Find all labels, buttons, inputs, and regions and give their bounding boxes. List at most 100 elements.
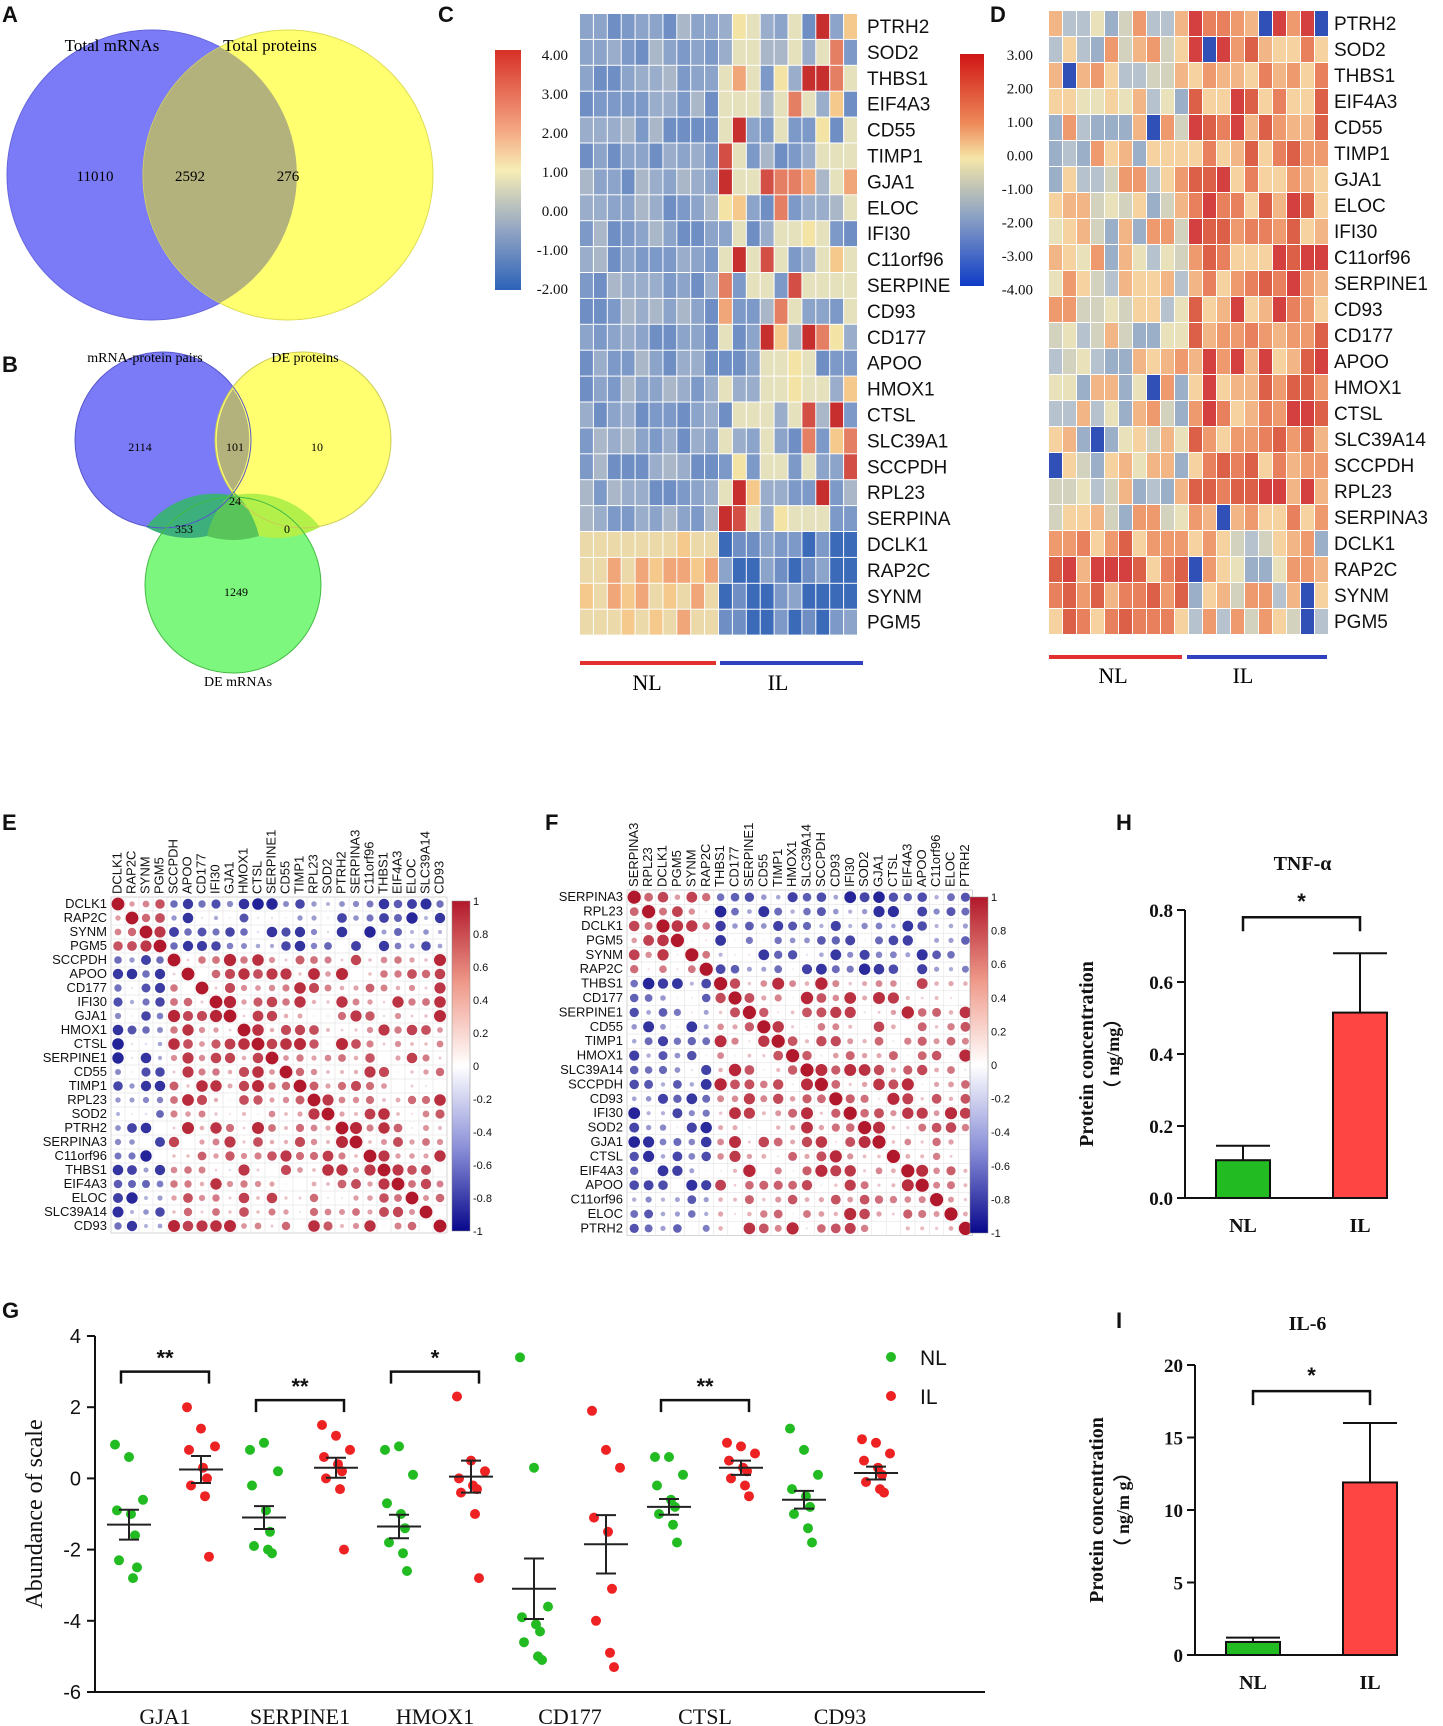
heatmap-c-cell: [746, 324, 760, 350]
e-corr-dot: [253, 1095, 263, 1105]
e-corr-dot: [115, 915, 121, 921]
heatmap-d-cell: [1287, 453, 1300, 478]
heatmap-d-gene-label: PGM5: [1334, 612, 1388, 633]
heatmap-d-cell: [1203, 479, 1216, 504]
heatmap-d-cell: [1231, 583, 1244, 608]
heatmap-c-cell: [580, 532, 593, 557]
heatmap-c-cell: [705, 117, 718, 143]
e-corr-dot: [266, 968, 278, 980]
heatmap-c-cell: [788, 583, 802, 609]
heatmap-c-cell: [830, 376, 844, 402]
heatmap-d-cell: [1049, 375, 1062, 400]
f-col-label: ELOC: [943, 852, 958, 887]
f-corr-dot: [688, 1153, 696, 1160]
f-corr-dot: [674, 1211, 681, 1217]
heatmap-c-cell: [607, 247, 621, 272]
f-corr-dot: [934, 923, 939, 929]
f-corr-dot: [646, 1053, 651, 1058]
f-corr-dot: [787, 950, 798, 960]
e-corr-dot: [130, 1056, 134, 1060]
e-corr-dot: [354, 930, 358, 934]
heatmap-d-cell: [1161, 193, 1174, 218]
heatmap-d-cell: [1147, 63, 1160, 88]
venn-b-demrna-outline: [144, 496, 322, 674]
heatmap-d-cell: [1301, 297, 1314, 322]
heatmap-d-cell: [1189, 583, 1202, 608]
heatmap-d-cell: [1175, 401, 1188, 426]
g-data-point-nl: [400, 1523, 410, 1534]
f-corr-dot: [844, 992, 857, 1004]
heatmap-c-cell: [663, 376, 677, 402]
heatmap-c-cell: [649, 91, 663, 117]
heatmap-c-cell: [593, 454, 607, 480]
e-corr-dot: [186, 1154, 190, 1158]
e-corr-dot: [281, 1081, 291, 1091]
heatmap-c-cell: [677, 324, 691, 350]
heatmap-c-cell: [746, 557, 760, 583]
e-corr-dot: [420, 1178, 432, 1190]
e-corr-dot: [198, 1166, 206, 1174]
f-corr-dot: [701, 993, 711, 1003]
heatmap-d-cell: [1231, 63, 1244, 88]
f-corr-dot: [875, 980, 883, 987]
heatmap-d-cell: [1063, 115, 1076, 140]
e-corr-dot: [240, 928, 248, 936]
heatmap-d-cell: [1147, 349, 1160, 374]
heatmap-d-cell: [1105, 609, 1118, 634]
heatmap-d-cell: [1077, 557, 1090, 582]
f-corr-dot: [743, 1222, 756, 1235]
heatmap-c-cell: [774, 247, 788, 272]
f-corr-dot: [845, 1137, 856, 1147]
heatmap-c-cell: [593, 583, 607, 609]
heatmap-c-cell: [844, 532, 857, 557]
heatmap-c-cell: [844, 480, 857, 506]
g-data-point-il: [345, 1444, 355, 1455]
e-corr-dot: [368, 944, 372, 948]
f-row-label: APOO: [585, 1177, 623, 1192]
e-corr-dot: [242, 1140, 246, 1144]
heatmap-d-cell: [1063, 89, 1076, 114]
heatmap-d-cell: [1301, 583, 1314, 608]
heatmap-d-cell: [1175, 219, 1188, 244]
heatmap-d-legend-tick: 2.00: [1007, 82, 1033, 98]
f-corr-dot: [844, 1165, 856, 1177]
e-corr-dot: [438, 1084, 442, 1088]
f-corr-dot: [847, 951, 854, 958]
e-corr-dot: [156, 1180, 164, 1188]
f-corr-dot: [862, 981, 868, 987]
e-corr-dot: [238, 1192, 250, 1204]
heatmap-d-cell: [1119, 401, 1132, 426]
f-corr-dot: [801, 1121, 813, 1134]
heatmap-d-cell: [1105, 37, 1118, 62]
g-data-point-nl: [517, 1612, 527, 1623]
g-data-point-nl: [138, 1494, 148, 1505]
heatmap-d-cell: [1147, 219, 1160, 244]
heatmap-d-cell: [1287, 479, 1300, 504]
heatmap-c-cell: [691, 480, 705, 506]
e-legend-tick: -0.2: [473, 1094, 492, 1106]
heatmap-c-cell: [607, 609, 621, 635]
f-corr-dot: [761, 1111, 766, 1116]
heatmap-c-cell: [593, 324, 607, 350]
heatmap-d-cell: [1287, 193, 1300, 218]
heatmap-d-cell: [1091, 453, 1104, 478]
e-col-label: ELOC: [404, 859, 419, 894]
heatmap-c-gene-label: ELOC: [867, 198, 919, 219]
f-corr-dot: [760, 1080, 768, 1089]
e-row-label: TIMP1: [69, 1078, 107, 1093]
e-corr-dot: [396, 1070, 400, 1074]
e-row-label: RAP2C: [64, 910, 107, 925]
e-corr-dot: [280, 1024, 292, 1036]
e-corr-dot: [256, 1112, 260, 1116]
heatmap-c-cell: [677, 350, 691, 376]
e-col-label: CD55: [278, 861, 293, 894]
f-corr-dot: [831, 965, 840, 974]
heatmap-c-cell: [719, 39, 732, 65]
f-corr-dot: [934, 1067, 939, 1073]
e-row-label: SCCPDH: [52, 952, 107, 967]
heatmap-c-cell: [691, 402, 705, 428]
f-corr-dot: [645, 1124, 652, 1131]
e-corr-dot: [114, 1222, 122, 1230]
heatmap-c-cell: [719, 195, 732, 221]
heatmap-d-cell: [1273, 37, 1286, 62]
